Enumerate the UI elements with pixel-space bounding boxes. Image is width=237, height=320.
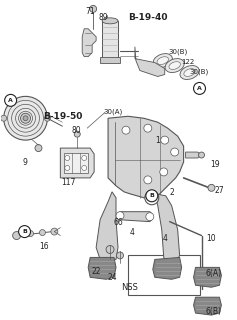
Circle shape [90, 5, 97, 12]
Text: 4: 4 [129, 228, 134, 236]
Circle shape [145, 191, 159, 205]
Text: NSS: NSS [122, 283, 138, 292]
Circle shape [65, 165, 70, 171]
Circle shape [144, 176, 152, 184]
Ellipse shape [153, 54, 172, 68]
Polygon shape [102, 21, 118, 59]
Ellipse shape [180, 66, 199, 79]
Text: 9: 9 [22, 158, 27, 167]
Circle shape [51, 228, 58, 235]
Polygon shape [118, 212, 152, 222]
Circle shape [27, 231, 33, 236]
Text: B-19-50: B-19-50 [43, 112, 82, 121]
Circle shape [199, 152, 205, 158]
Polygon shape [60, 148, 94, 178]
Text: 19: 19 [211, 160, 220, 169]
Text: 4: 4 [162, 234, 167, 243]
Polygon shape [194, 268, 221, 287]
Circle shape [74, 131, 80, 137]
Circle shape [208, 184, 215, 191]
Ellipse shape [169, 62, 180, 69]
Polygon shape [186, 152, 201, 158]
Circle shape [5, 94, 17, 106]
Text: 66: 66 [113, 218, 123, 227]
Polygon shape [96, 192, 118, 261]
Circle shape [82, 165, 87, 171]
Circle shape [146, 213, 154, 221]
Circle shape [144, 124, 152, 132]
Polygon shape [100, 57, 120, 63]
Text: 117: 117 [61, 178, 75, 187]
Polygon shape [88, 257, 116, 279]
Circle shape [160, 168, 168, 176]
Circle shape [82, 156, 87, 161]
Circle shape [117, 252, 123, 259]
Text: B: B [22, 229, 27, 234]
Circle shape [171, 148, 179, 156]
Circle shape [148, 194, 155, 201]
Ellipse shape [184, 69, 195, 76]
Circle shape [4, 96, 47, 140]
Text: 89: 89 [98, 13, 108, 22]
Polygon shape [108, 116, 184, 198]
Circle shape [1, 115, 7, 121]
Polygon shape [194, 297, 221, 315]
Circle shape [21, 113, 31, 123]
Text: 6(A): 6(A) [205, 269, 222, 278]
Polygon shape [82, 29, 96, 57]
Circle shape [18, 226, 31, 237]
Text: 2: 2 [169, 188, 174, 197]
Circle shape [122, 126, 130, 134]
Text: 27: 27 [214, 186, 224, 195]
Circle shape [35, 145, 42, 152]
Circle shape [23, 116, 28, 121]
Text: 6(B): 6(B) [205, 307, 221, 316]
Circle shape [116, 212, 124, 220]
Circle shape [106, 245, 114, 253]
Text: 71: 71 [85, 7, 95, 16]
Text: 30(B): 30(B) [168, 49, 187, 55]
Circle shape [40, 229, 46, 236]
Text: 16: 16 [40, 242, 49, 251]
Circle shape [13, 232, 21, 240]
Text: A: A [8, 98, 13, 103]
Ellipse shape [102, 18, 118, 24]
Circle shape [146, 190, 158, 202]
Circle shape [44, 115, 50, 121]
Text: 24: 24 [107, 273, 117, 282]
Polygon shape [135, 47, 165, 76]
Polygon shape [64, 153, 88, 173]
Text: 80: 80 [71, 126, 81, 135]
Circle shape [194, 83, 205, 94]
Polygon shape [155, 194, 180, 263]
Circle shape [150, 196, 153, 199]
Circle shape [161, 136, 169, 144]
Text: 122: 122 [181, 59, 194, 65]
Ellipse shape [157, 57, 169, 64]
Text: 10: 10 [207, 234, 216, 243]
Text: 22: 22 [91, 268, 101, 276]
Polygon shape [153, 257, 182, 279]
Text: 1: 1 [155, 136, 160, 145]
Text: A: A [197, 86, 202, 91]
Circle shape [65, 156, 70, 161]
Text: B: B [149, 193, 154, 198]
Ellipse shape [165, 59, 184, 73]
Text: 30(A): 30(A) [103, 108, 123, 115]
Text: B-19-40: B-19-40 [128, 13, 168, 22]
Text: 30(B): 30(B) [190, 68, 209, 75]
Bar [128, 255, 200, 295]
